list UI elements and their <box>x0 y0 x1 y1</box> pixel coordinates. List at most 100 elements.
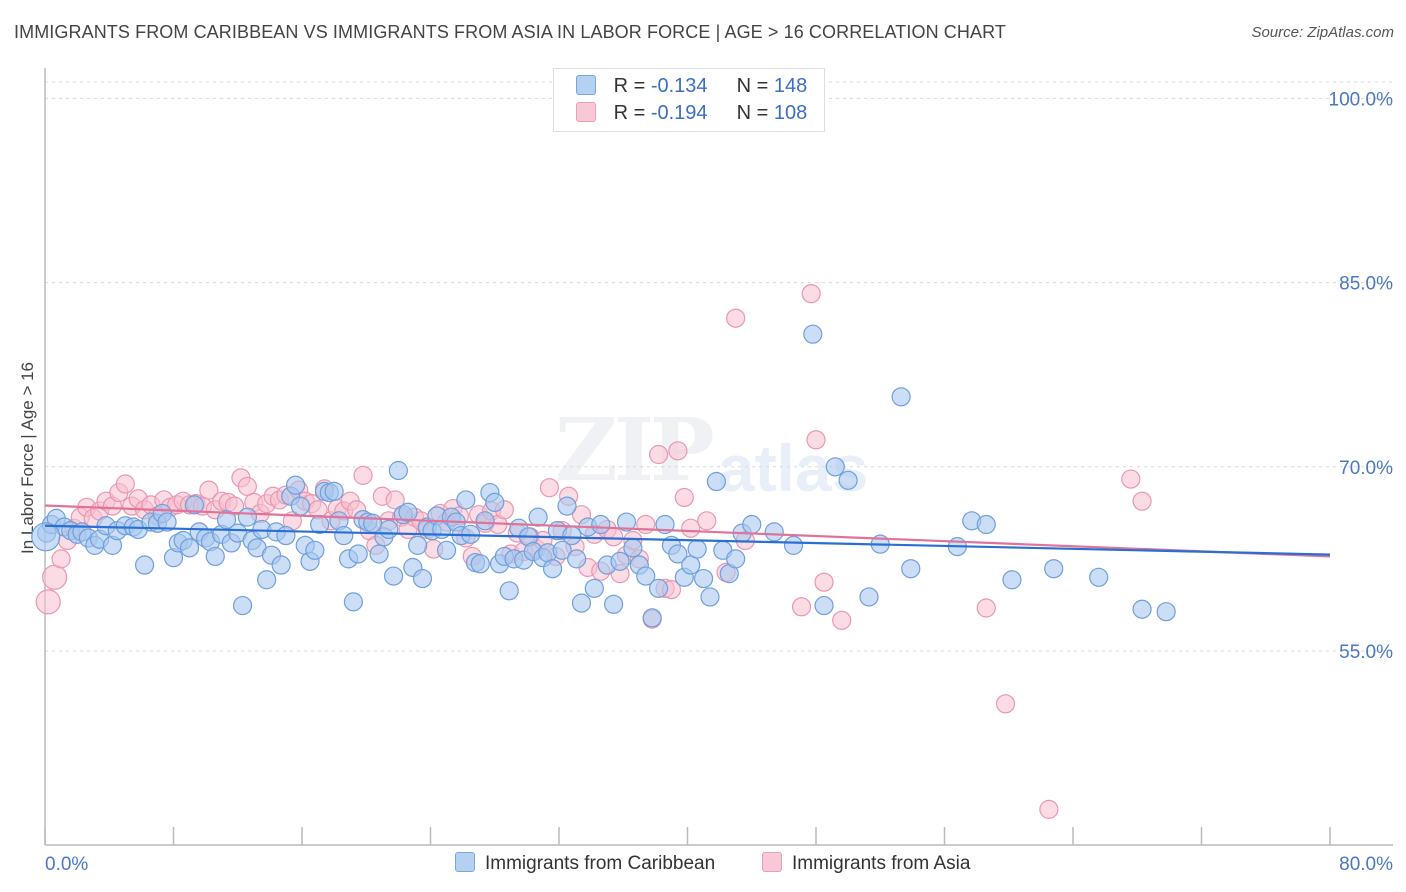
data-point-caribbean <box>571 593 592 613</box>
data-point-asia <box>674 487 694 508</box>
data-point-caribbean <box>891 387 911 407</box>
data-point-caribbean <box>636 566 656 586</box>
chart-title: IMMIGRANTS FROM CARIBBEAN VS IMMIGRANTS … <box>14 22 1006 42</box>
data-point-caribbean <box>475 511 495 531</box>
data-point-asia <box>648 444 669 465</box>
bottom-legend-swatch-caribbean <box>455 852 475 872</box>
data-point-caribbean <box>456 490 476 510</box>
data-point-caribbean <box>1156 602 1176 622</box>
data-point-asia <box>1121 469 1141 489</box>
bottom-legend-label-asia: Immigrants from Asia <box>792 853 971 874</box>
data-point-caribbean <box>324 481 344 501</box>
data-point-caribbean <box>642 608 662 628</box>
trend-line-asia <box>44 504 1331 558</box>
bottom-legend-asia: Immigrants from Asia <box>762 852 970 875</box>
data-point-caribbean <box>567 549 587 569</box>
data-point-asia <box>832 610 852 630</box>
data-point-caribbean <box>838 470 858 490</box>
data-point-caribbean <box>542 559 563 579</box>
data-point-caribbean <box>412 568 433 589</box>
data-point-caribbean <box>528 507 548 527</box>
data-point-caribbean <box>134 555 155 575</box>
data-point-caribbean <box>976 514 996 535</box>
data-point-caribbean <box>557 496 577 516</box>
data-point-caribbean <box>237 507 257 527</box>
data-point-caribbean <box>764 522 784 542</box>
data-point-asia <box>791 597 812 617</box>
bottom-legend-caribbean: Immigrants from Caribbean <box>455 852 715 875</box>
bottom-legend-swatch-asia <box>762 852 782 872</box>
data-point-asia <box>1132 491 1152 511</box>
data-point-caribbean <box>687 539 707 559</box>
data-point-caribbean <box>803 324 823 344</box>
legend-row-caribbean: R = -0.134 N = 148 <box>576 75 807 98</box>
data-point-caribbean <box>369 544 389 564</box>
legend-n-value: 148 <box>773 75 808 97</box>
data-point-asia <box>237 476 257 497</box>
y-tick-label: 55.0% <box>1339 642 1393 663</box>
data-point-asia <box>199 480 219 500</box>
legend-row-asia: R = -0.194 N = 108 <box>576 102 807 125</box>
data-point-caribbean <box>668 544 688 564</box>
source-label: Source: ZipAtlas.com <box>1251 24 1394 41</box>
legend-n-value: 108 <box>773 102 808 124</box>
x-tick-label: 80.0% <box>1339 854 1393 875</box>
tick-labels: 55.0% 70.0% 85.0% 100.0% 0.0% 80.0% <box>45 89 1393 875</box>
data-point-caribbean <box>408 535 428 555</box>
data-point-caribbean <box>648 578 669 598</box>
data-point-caribbean <box>584 578 604 598</box>
data-point-asia <box>806 430 826 450</box>
data-point-asia <box>726 308 746 328</box>
data-point-caribbean <box>379 519 399 540</box>
axes <box>44 68 1393 846</box>
legend-r-label: R = <box>613 102 646 124</box>
legend-swatch-caribbean <box>576 75 596 95</box>
data-point-caribbean <box>485 492 505 513</box>
legend-r-label: R = <box>613 75 646 97</box>
data-point-caribbean <box>470 554 490 574</box>
data-point-caribbean <box>398 502 418 522</box>
data-point-caribbean <box>348 544 368 564</box>
bottom-legend-label-caribbean: Immigrants from Caribbean <box>485 853 716 874</box>
data-point-caribbean <box>700 587 720 607</box>
data-point-caribbean <box>726 549 746 569</box>
data-point-caribbean <box>591 514 611 535</box>
data-point-caribbean <box>610 551 630 571</box>
legend-n-label: N = <box>736 102 769 124</box>
data-point-caribbean <box>814 595 834 616</box>
data-point-caribbean <box>334 525 354 546</box>
watermark-zip: ZIP <box>555 400 715 501</box>
data-point-caribbean <box>184 495 204 515</box>
data-point-caribbean <box>562 525 582 546</box>
data-point-asia <box>51 549 71 569</box>
data-point-asia <box>636 514 656 535</box>
data-point-asia <box>385 490 405 510</box>
data-point-caribbean <box>1002 570 1022 590</box>
data-point-caribbean <box>205 546 225 567</box>
data-point-asia <box>697 511 717 531</box>
data-point-caribbean <box>859 587 879 607</box>
data-point-asia <box>35 589 61 615</box>
data-point-asia <box>1039 799 1059 819</box>
data-point-caribbean <box>257 570 277 590</box>
data-point-asia <box>801 284 821 304</box>
data-point-caribbean <box>742 514 762 535</box>
series-asia-points <box>35 284 1152 819</box>
trend-line-caribbean <box>44 524 1331 556</box>
data-point-caribbean <box>706 471 727 492</box>
data-point-caribbean <box>305 540 325 560</box>
data-point-asia <box>115 474 135 494</box>
data-point-asia <box>681 518 701 538</box>
data-point-caribbean <box>276 525 296 546</box>
legend-n-label: N = <box>736 75 769 97</box>
data-point-caribbean <box>436 540 457 560</box>
data-point-asia <box>668 441 688 461</box>
data-point-asia <box>995 694 1016 714</box>
data-point-caribbean <box>681 555 701 575</box>
data-point-caribbean <box>499 581 519 601</box>
legend-swatch-asia <box>576 102 596 122</box>
data-point-asia <box>976 598 996 618</box>
data-point-caribbean <box>901 559 921 579</box>
series-caribbean-points <box>31 324 1176 628</box>
